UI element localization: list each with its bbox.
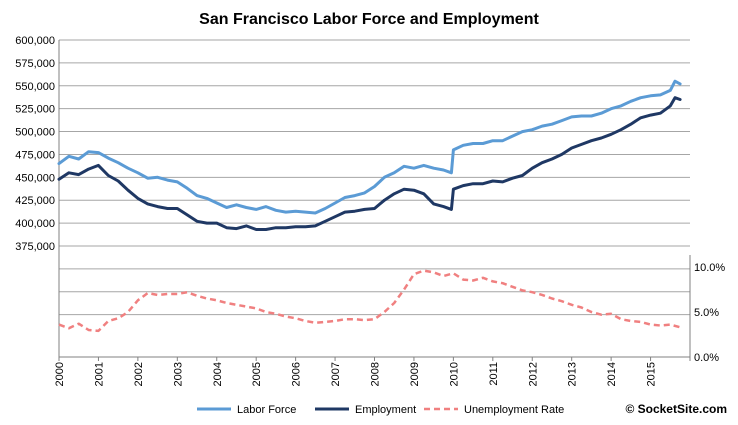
chart-title: San Francisco Labor Force and Employment <box>199 11 539 28</box>
grid-lines <box>58 39 691 358</box>
x-tick-label: 2007 <box>330 362 342 386</box>
y-left-tick-label: 575,000 <box>15 58 55 70</box>
x-tick-label: 2015 <box>646 362 658 386</box>
legend: Labor Force Employment Unemployment Rate <box>197 404 564 416</box>
x-axis: 2000 2001 2002 2003 2004 2005 2006 2007 2008 2009… <box>54 357 691 386</box>
x-tick-label: 2013 <box>567 362 579 386</box>
series-line-employment <box>57 96 682 231</box>
x-tick-label: 2003 <box>172 362 184 386</box>
x-tick-label: 2001 <box>93 362 105 386</box>
x-tick-label: 2009 <box>409 362 421 386</box>
credit-text: © SocketSite.com <box>625 402 727 416</box>
x-tick-label: 2005 <box>251 362 263 386</box>
x-tick-label: 2004 <box>212 362 224 386</box>
y-left-tick-label: 375,000 <box>15 241 55 253</box>
x-tick-label: 2014 <box>606 362 618 386</box>
y-axis-left: 600,000 575,000 550,000 525,000 500,000 475,0… <box>15 35 55 253</box>
y-axis-right: 10.0% 5.0% 0.0% <box>694 262 725 364</box>
x-tick-label: 2008 <box>370 362 382 386</box>
series-line-unemployment-rate <box>58 269 681 333</box>
y-left-tick-label: 400,000 <box>15 218 55 230</box>
x-tick-label: 2002 <box>133 362 145 386</box>
legend-label: Employment <box>355 404 416 416</box>
x-tick-label: 2010 <box>448 362 460 386</box>
y-left-tick-label: 550,000 <box>15 81 55 93</box>
y-left-tick-label: 475,000 <box>15 149 55 161</box>
x-tick-label: 2000 <box>54 362 66 386</box>
y-right-tick-label: 5.0% <box>694 307 719 319</box>
y-right-tick-label: 0.0% <box>694 352 719 364</box>
legend-label: Labor Force <box>237 404 296 416</box>
series-line-labor-force <box>57 79 682 215</box>
y-left-tick-label: 600,000 <box>15 35 55 47</box>
y-left-tick-label: 500,000 <box>15 127 55 139</box>
x-tick-label: 2012 <box>527 362 539 386</box>
legend-label: Unemployment Rate <box>464 404 564 416</box>
y-left-tick-label: 450,000 <box>15 172 55 184</box>
series-layer <box>57 79 682 333</box>
y-right-tick-label: 10.0% <box>694 262 725 274</box>
y-left-tick-label: 525,000 <box>15 104 55 116</box>
x-tick-label: 2006 <box>291 362 303 386</box>
x-tick-label: 2011 <box>488 362 500 386</box>
y-left-tick-label: 425,000 <box>15 195 55 207</box>
